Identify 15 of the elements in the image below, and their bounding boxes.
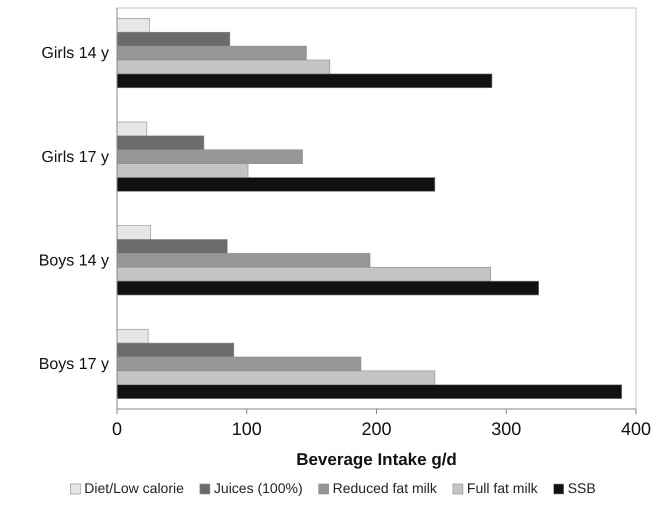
y-tick-label: Girls 14 y xyxy=(41,45,109,62)
x-axis-title: Beverage Intake g/d xyxy=(296,450,457,469)
y-tick-label: Boys 17 y xyxy=(38,356,109,374)
y-tick-label: Boys 14 y xyxy=(38,252,109,270)
legend-label: SSB xyxy=(568,480,596,496)
legend-label: Reduced fat milk xyxy=(332,480,438,496)
x-tick-label: 200 xyxy=(361,419,392,439)
x-tick-label: 300 xyxy=(491,419,522,439)
x-tick-label: 100 xyxy=(232,419,262,439)
x-tick-label: 400 xyxy=(620,419,652,439)
x-tick-label: 0 xyxy=(112,419,122,439)
legend-label: Diet/Low calorie xyxy=(84,480,184,496)
legend-label: Full fat milk xyxy=(466,480,539,496)
legend-label: Juices (100%) xyxy=(214,480,303,496)
y-tick-label: Girls 17 y xyxy=(41,148,109,166)
